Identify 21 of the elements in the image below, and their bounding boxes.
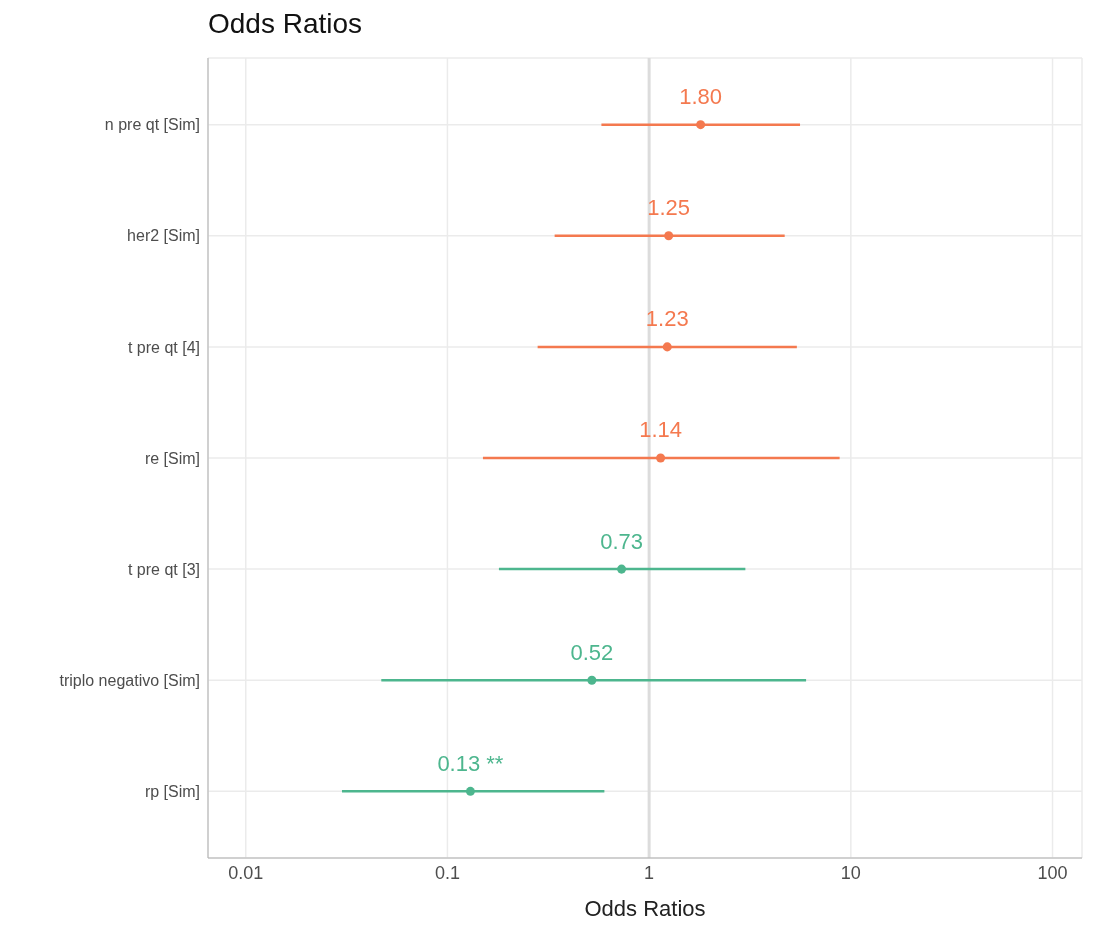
y-tick-label: t pre qt [4] [127,338,200,356]
y-tick-label: her2 [Sim] [127,227,200,245]
x-tick-label: 0.01 [228,862,264,883]
data-label: 0.13 ** [437,750,504,776]
data-label: 1.80 [679,84,723,110]
x-tick-label: 0.1 [434,862,460,883]
x-tick-label: 10 [840,862,861,883]
x-tick-label: 100 [1037,862,1068,883]
y-tick-label: rp [Sim] [144,783,200,801]
data-label: 0.73 [600,528,643,554]
x-axis-title: Odds Ratios [584,896,706,921]
x-tick-label: 1 [644,862,655,883]
chart-title: Odds Ratios [207,8,364,41]
data-label: 1.14 [639,417,683,443]
y-tick-label: triplo negativo [Sim] [59,671,200,689]
y-tick-label: re [Sim] [144,449,200,467]
data-label: 0.52 [570,639,614,665]
data-label: 1.25 [647,195,691,221]
data-label: 1.23 [645,306,689,332]
y-tick-label: n pre qt [Sim] [104,116,200,134]
y-tick-label: t pre qt [3] [127,560,200,578]
